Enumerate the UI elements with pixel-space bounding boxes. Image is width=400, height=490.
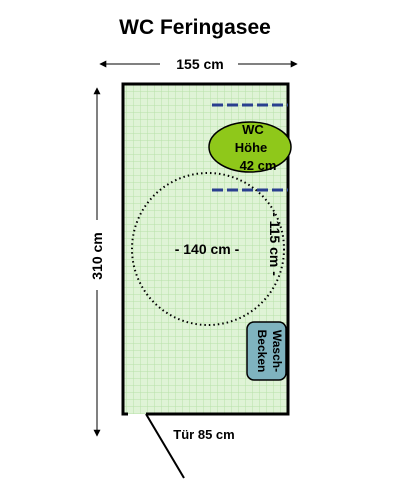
- toilet: [208, 121, 292, 173]
- door-label: Tür 85 cm: [173, 427, 234, 442]
- toilet-label-line2: Höhe: [235, 140, 268, 155]
- room-walls: [121, 82, 290, 416]
- width-label: 155 cm: [176, 56, 223, 72]
- sink-label-line2: Becken: [255, 330, 269, 373]
- door-swing: [145, 413, 185, 479]
- toilet-label-line1: WC: [242, 122, 264, 137]
- sink-label-line1: Wasch-: [270, 330, 284, 372]
- turning-circle: [131, 172, 285, 326]
- toilet-label-line3: 42 cm: [240, 158, 277, 173]
- sink: [246, 321, 287, 381]
- height-label: 310 cm: [89, 232, 105, 279]
- diagram-title: WC Feringasee: [119, 16, 271, 39]
- side-depth-label: - 115 cm -: [267, 212, 283, 276]
- turning-circle-label: - 140 cm -: [175, 241, 240, 257]
